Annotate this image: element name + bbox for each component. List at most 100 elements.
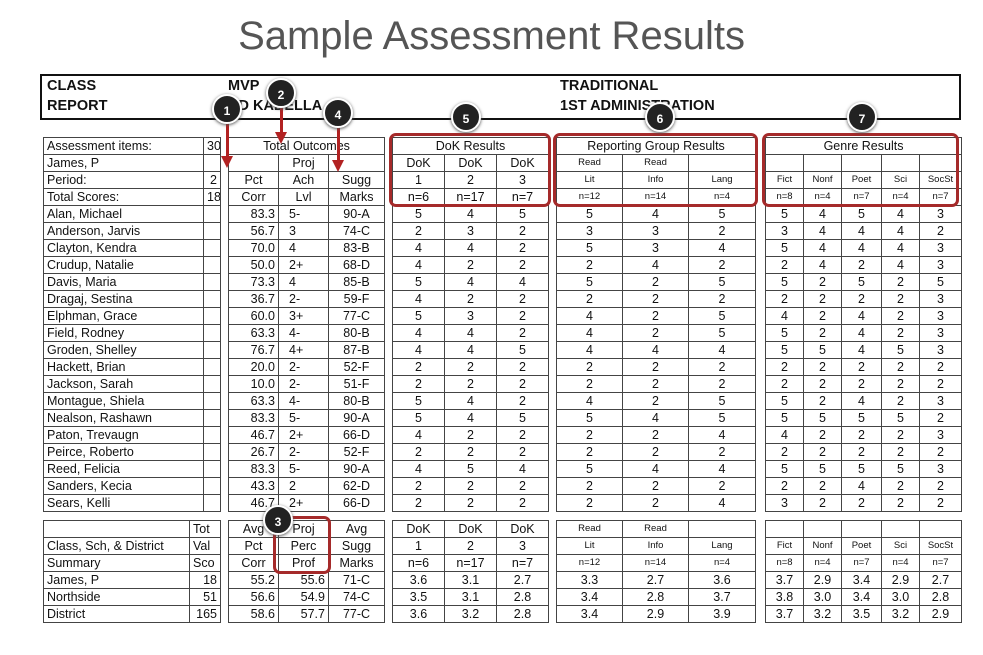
- score-cell: 3: [765, 222, 804, 240]
- score-cell: 2: [687, 256, 757, 274]
- info-row: Total Scores: 18: [43, 188, 221, 206]
- score-cell: 2: [765, 290, 804, 308]
- score-cell: 3.5: [841, 605, 882, 623]
- level-cell: 4: [278, 273, 329, 291]
- score-cell: 5: [765, 324, 804, 342]
- mark-cell: 74-C: [328, 222, 385, 240]
- student-row: 63.3 4- 80-B: [228, 324, 385, 342]
- marker-6: 6: [645, 102, 675, 132]
- summary-tot: 51: [189, 588, 221, 606]
- score-cell: 2: [881, 477, 920, 495]
- score-cell: 5: [392, 392, 445, 410]
- score-cell: 2.9: [881, 571, 920, 589]
- score-cell: 4: [881, 256, 920, 274]
- header-row: Lit Info Lang: [556, 171, 757, 189]
- column-header: 1: [392, 537, 445, 555]
- score-cell: 2: [803, 426, 842, 444]
- score-cell: 4: [803, 239, 842, 257]
- student-row: 70.0 4 83-B: [228, 239, 385, 257]
- column-header: n=6: [392, 554, 445, 572]
- summary-tot-header: Val: [189, 537, 221, 555]
- student-row: 73.3 4 85-B: [228, 273, 385, 291]
- empty-cell: [765, 520, 804, 538]
- score-cell: 5: [765, 205, 804, 223]
- info-row: Assessment items: 30: [43, 137, 221, 155]
- empty-cell: [919, 520, 962, 538]
- score-cell: 5: [556, 205, 623, 223]
- score-cell: 2: [495, 392, 550, 410]
- summary-row: 3.7 2.9 3.4 2.9 2.7: [765, 571, 962, 589]
- score-cell: 2: [765, 443, 804, 461]
- score-cell: 5: [841, 205, 882, 223]
- score-cell: 4: [881, 205, 920, 223]
- score-cell: 2: [392, 375, 445, 393]
- student-row: Peirce, Roberto: [43, 443, 221, 461]
- student-name: Reed, Felicia: [43, 460, 204, 478]
- header-row: Tot: [43, 520, 221, 538]
- score-cell: 2: [444, 290, 497, 308]
- score-cell: 3: [918, 307, 963, 325]
- score-cell: 2.8: [919, 588, 962, 606]
- column-header: n=7: [495, 188, 550, 206]
- score-cell: 2: [392, 358, 445, 376]
- score-cell: 4: [556, 307, 623, 325]
- column-header: Read: [556, 520, 623, 538]
- header-row: n=8 n=4 n=7 n=4 n=7: [765, 188, 963, 206]
- score-cell: 3.0: [881, 588, 920, 606]
- score-cell: 3.6: [688, 571, 756, 589]
- genre-highlight: [762, 133, 959, 207]
- summary-label: Class, Sch, & District: [43, 537, 190, 555]
- summary-row: 56.6 54.9 74-C: [228, 588, 385, 606]
- score-cell: 2: [687, 222, 757, 240]
- marker-4: 4: [323, 98, 353, 128]
- score-cell: 4: [803, 222, 842, 240]
- header-row: [765, 154, 963, 172]
- score-cell: 2: [881, 273, 920, 291]
- header-test-type: TRADITIONAL: [560, 78, 659, 94]
- score-cell: 3: [622, 222, 689, 240]
- level-cell: 4-: [278, 392, 329, 410]
- score-cell: 4: [556, 324, 623, 342]
- column-header: Read: [622, 520, 689, 538]
- score-cell: 4: [444, 324, 497, 342]
- score-cell: 4: [392, 324, 445, 342]
- level-cell: 2: [278, 477, 329, 495]
- summary-row: 3.4 2.9 3.9: [556, 605, 756, 623]
- student-row: Alan, Michael: [43, 205, 221, 223]
- score-cell: 5: [765, 392, 804, 410]
- score-cell: 2: [918, 409, 963, 427]
- score-cell: 2: [495, 477, 550, 495]
- score-cell: 2.7: [622, 571, 689, 589]
- score-cell: 2: [444, 358, 497, 376]
- score-cell: 2: [444, 443, 497, 461]
- score-cell: 2: [495, 307, 550, 325]
- score-cell: 2: [556, 358, 623, 376]
- score-cell: 2.8: [496, 588, 549, 606]
- score-cell: 3: [444, 307, 497, 325]
- student-row: 76.7 4+ 87-B: [228, 341, 385, 359]
- score-cell: 3.4: [556, 605, 623, 623]
- column-header: 2: [444, 537, 497, 555]
- score-cell: 4: [444, 205, 497, 223]
- score-cell: 3.2: [881, 605, 920, 623]
- score-cell: 5: [881, 341, 920, 359]
- score-cell: 2: [392, 222, 445, 240]
- score-cell: 3: [918, 324, 963, 342]
- pct-cell: 60.0: [228, 307, 279, 325]
- student-row: 10.0 2- 51-F: [228, 375, 385, 393]
- empty-cell: [203, 409, 221, 427]
- mark-cell: 62-D: [328, 477, 385, 495]
- column-header: n=7: [919, 554, 962, 572]
- student-row: Field, Rodney: [43, 324, 221, 342]
- score-cell: 2: [881, 324, 920, 342]
- student-row: 56.7 3 74-C: [228, 222, 385, 240]
- marker-3: 3: [263, 505, 293, 535]
- info-label: James, P: [43, 154, 204, 172]
